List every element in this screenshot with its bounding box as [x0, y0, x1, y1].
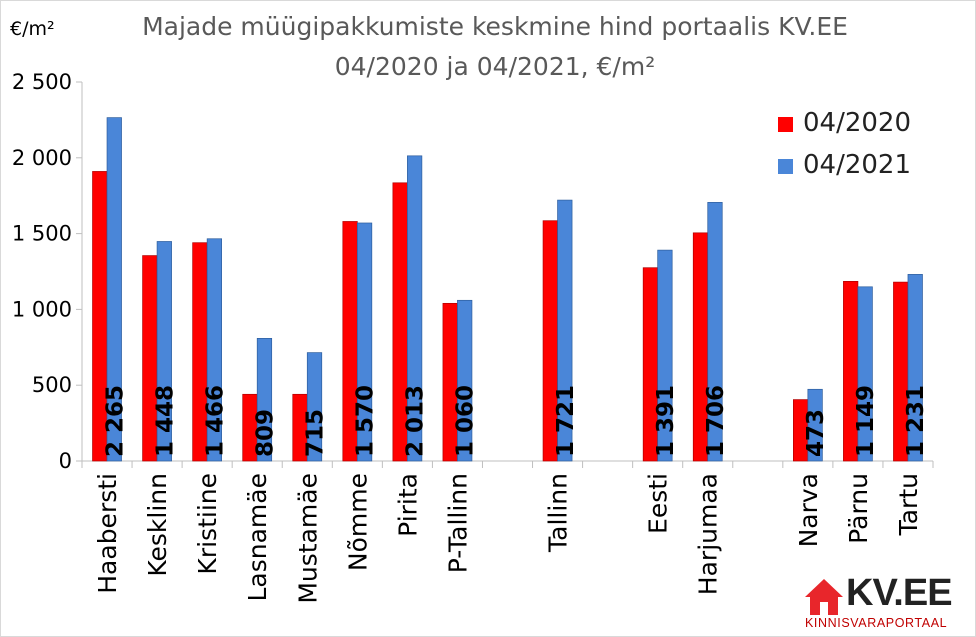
bar-2021 — [407, 155, 423, 462]
data-label-2021: 2 265 — [102, 385, 128, 457]
category-label: Tartu — [894, 473, 923, 536]
data-label-2021: 1 149 — [853, 385, 879, 457]
category-label: Lasnamäe — [243, 473, 272, 602]
category-label: P-Tallinn — [443, 473, 472, 573]
category-label: Eesti — [644, 473, 673, 534]
bar-2021 — [306, 352, 323, 462]
bar-2021 — [907, 274, 923, 462]
category-label: Tallinn — [544, 473, 573, 553]
bar-2021 — [557, 199, 573, 462]
logo-subtext: KINNISVARAPORTAAL — [805, 616, 948, 630]
data-label-2021: 1 466 — [202, 385, 228, 457]
data-label-2021: 473 — [803, 409, 829, 457]
logo-text: KV.EE — [846, 572, 953, 614]
y-tick-label: 2 500 — [12, 70, 72, 94]
category-label: Haabersti — [93, 473, 122, 594]
data-label-2021: 1 448 — [152, 385, 178, 457]
category-label: Kristiine — [193, 473, 222, 575]
bar-2021 — [156, 241, 172, 462]
bar-2021 — [807, 388, 823, 462]
bar-2021 — [106, 117, 122, 462]
data-label-2021: 1 706 — [703, 385, 729, 457]
bar-2021 — [256, 338, 273, 462]
data-label-2021: 1 391 — [653, 385, 679, 457]
y-tick-label: 0 — [59, 449, 72, 473]
data-label-2021: 1 231 — [903, 385, 929, 457]
y-axis-unit-label: €/m² — [10, 18, 55, 40]
legend-swatch-2021 — [778, 159, 793, 174]
category-label: Nõmme — [343, 473, 372, 571]
y-tick-label: 2 000 — [12, 146, 72, 170]
y-tick-label: 1 500 — [12, 222, 72, 246]
category-label: Kesklinn — [143, 473, 172, 577]
house-logo-icon — [805, 579, 843, 615]
y-tick-label: 500 — [32, 373, 72, 397]
category-label: Pärnu — [844, 473, 873, 544]
bar-2021 — [356, 222, 373, 462]
category-label: Pirita — [393, 473, 422, 537]
data-label-2021: 1 060 — [453, 385, 479, 457]
y-tick-label: 1 000 — [12, 297, 72, 321]
bar-2021 — [707, 202, 723, 462]
category-label: Mustamäe — [293, 473, 322, 604]
bar-2021 — [857, 286, 873, 462]
bar-2021 — [657, 249, 673, 462]
legend-label-2020: 04/2020 — [803, 108, 912, 138]
data-label-2021: 715 — [303, 409, 329, 457]
legend-label-2021: 04/2021 — [803, 150, 912, 180]
data-label-2021: 2 013 — [403, 385, 429, 457]
data-label-2021: 1 570 — [353, 385, 379, 457]
chart-title: Majade müügipakkumiste keskmine hind por… — [142, 12, 848, 41]
legend-swatch-2020 — [778, 117, 793, 132]
chart-subtitle: 04/2020 ja 04/2021, €/m² — [334, 52, 656, 81]
kv-ee-logo: KV.EE KINNISVARAPORTAAL — [804, 572, 969, 632]
data-label-2021: 809 — [252, 409, 278, 457]
category-label: Harjumaa — [694, 473, 723, 595]
bar-2021 — [457, 299, 473, 462]
bar-2021 — [206, 238, 222, 462]
data-label-2021: 1 721 — [553, 385, 579, 457]
category-label: Narva — [794, 473, 823, 547]
